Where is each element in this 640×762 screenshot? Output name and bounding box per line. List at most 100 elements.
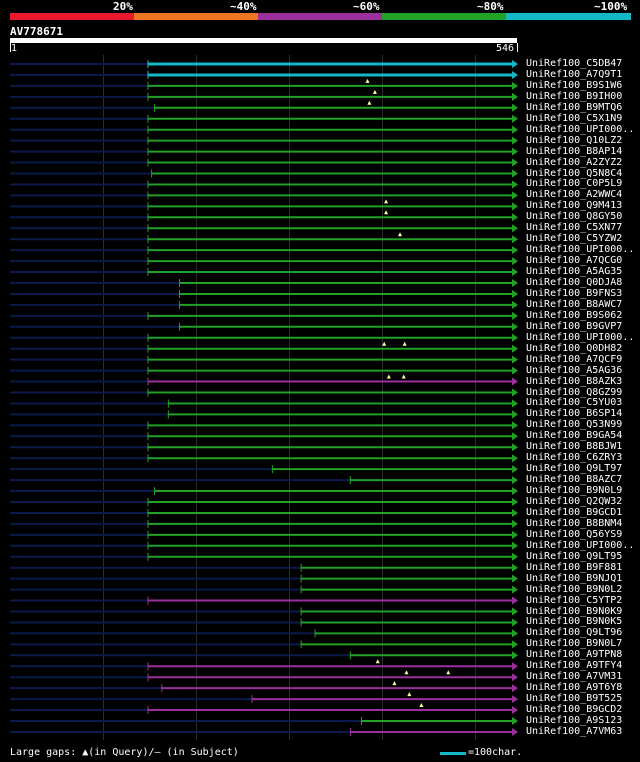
alignment-arrow	[512, 92, 518, 101]
hit-label[interactable]: UniRef100_C5YTP2	[526, 594, 623, 606]
hit-label[interactable]: UniRef100_Q9LT96	[526, 627, 623, 639]
alignment-arrow	[512, 202, 518, 211]
hit-label[interactable]: UniRef100_C0P5L9	[526, 178, 623, 190]
hit-label[interactable]: UniRef100_B9FNS3	[526, 287, 623, 299]
hit-label[interactable]: UniRef100_B9S062	[526, 309, 623, 321]
hit-label[interactable]: UniRef100_B8AZK3	[526, 375, 623, 387]
query-gap-marker	[404, 670, 409, 675]
alignment-arrow	[512, 125, 518, 134]
hit-label[interactable]: UniRef100_A7QCF9	[526, 353, 623, 365]
alignment-arrow	[512, 388, 518, 397]
hit-label[interactable]: UniRef100_A5AG36	[526, 364, 623, 376]
hit-label[interactable]: UniRef100_Q2QW32	[526, 496, 623, 507]
hit-label[interactable]: UniRef100_B9GVP7	[526, 320, 623, 332]
alignment-arrow	[512, 81, 518, 90]
hit-label[interactable]: UniRef100_C5X1N9	[526, 112, 623, 124]
alignment-arrow	[512, 662, 518, 671]
hit-label[interactable]: UniRef100_A7QCG0	[526, 255, 623, 267]
legend-segment	[134, 13, 259, 20]
hit-label[interactable]: UniRef100_Q0DH82	[526, 342, 623, 354]
hit-label[interactable]: UniRef100_B9GA54	[526, 430, 623, 442]
hit-label[interactable]: UniRef100_UPI000..	[526, 123, 635, 135]
hit-label[interactable]: UniRef100_B9S1W6	[526, 79, 623, 91]
hit-label[interactable]: UniRef100_Q9M413	[526, 200, 623, 212]
hit-label[interactable]: UniRef100_B9GCD1	[526, 506, 623, 518]
alignment-arrow	[512, 279, 518, 287]
hit-label[interactable]: UniRef100_A9S123	[526, 715, 623, 726]
hit-label[interactable]: UniRef100_B8AP14	[526, 145, 623, 157]
hit-label[interactable]: UniRef100_Q56YS9	[526, 528, 623, 540]
hit-label[interactable]: UniRef100_B9N0L2	[526, 583, 623, 595]
hit-label[interactable]: UniRef100_C5XN77	[526, 222, 623, 234]
scale-label-80: ~80%	[477, 0, 504, 13]
hit-label[interactable]: UniRef100_B8BJW1	[526, 441, 623, 453]
query-gap-marker	[382, 341, 387, 346]
alignment-arrow	[512, 651, 518, 660]
alignment-arrow	[512, 519, 518, 528]
hit-label[interactable]: UniRef100_Q0DJA8	[526, 277, 623, 288]
query-gap-marker	[419, 703, 424, 708]
hit-label[interactable]: UniRef100_B9F881	[526, 561, 623, 573]
hit-label[interactable]: UniRef100_C5YU03	[526, 397, 623, 409]
query-gap-marker	[401, 374, 406, 379]
hit-label[interactable]: UniRef100_UPI000..	[526, 244, 635, 256]
hit-label[interactable]: UniRef100_A7Q9T1	[526, 68, 623, 80]
alignment-arrow	[512, 268, 518, 277]
hit-label[interactable]: UniRef100_C6ZRY3	[526, 452, 623, 464]
hit-label[interactable]: UniRef100_UPI000..	[526, 331, 635, 343]
large-gaps-legend: Large gaps: ▲(in Query)/— (in Subject)	[10, 747, 239, 758]
legend-segment	[506, 13, 631, 20]
hit-label[interactable]: UniRef100_Q9LT97	[526, 463, 623, 475]
hit-label[interactable]: UniRef100_UPI000..	[526, 539, 635, 551]
alignment-arrow	[512, 530, 518, 539]
hit-label[interactable]: UniRef100_B9MTQ6	[526, 101, 623, 113]
hit-label[interactable]: UniRef100_A2ZYZ2	[526, 156, 623, 168]
hit-label[interactable]: UniRef100_B9N0L7	[526, 638, 623, 650]
hit-label[interactable]: UniRef100_B9N0L9	[526, 485, 623, 497]
hit-label[interactable]: UniRef100_A7VM63	[526, 725, 623, 737]
alignment-arrow	[512, 191, 518, 200]
hit-label[interactable]: UniRef100_C5YZW2	[526, 233, 623, 245]
hit-label[interactable]: UniRef100_B8BNM4	[526, 517, 623, 529]
alignment-arrow	[512, 541, 518, 550]
alignment-arrow	[512, 366, 518, 375]
query-start-position: 1	[11, 43, 18, 54]
hit-label[interactable]: UniRef100_Q53N99	[526, 419, 623, 431]
hit-label[interactable]: UniRef100_A2WWC4	[526, 189, 623, 201]
alignment-arrow	[512, 355, 518, 364]
hit-label[interactable]: UniRef100_Q8GZ99	[526, 386, 623, 398]
alignment-arrow	[512, 158, 518, 167]
hit-label[interactable]: UniRef100_B9NJQ1	[526, 572, 623, 584]
hit-label[interactable]: UniRef100_Q8GY50	[526, 211, 623, 223]
query-gap-marker	[398, 232, 402, 237]
hit-label[interactable]: UniRef100_A9TFY4	[526, 660, 623, 672]
hit-label[interactable]: UniRef100_A5AG35	[526, 266, 623, 278]
hit-label[interactable]: UniRef100_Q5N8C4	[526, 167, 623, 179]
hit-label[interactable]: UniRef100_A9T6Y8	[526, 682, 623, 694]
alignment-arrow	[512, 563, 518, 572]
hit-label[interactable]: UniRef100_B9GCD2	[526, 704, 623, 716]
hit-label[interactable]: UniRef100_B9N0K5	[526, 616, 623, 628]
hit-label[interactable]: UniRef100_C5DB47	[526, 58, 623, 69]
query-gap-marker	[386, 374, 391, 379]
hit-label[interactable]: UniRef100_B9T525	[526, 693, 623, 705]
hit-label[interactable]: UniRef100_Q10LZ2	[526, 134, 623, 146]
alignment-arrow	[512, 695, 518, 704]
hit-label[interactable]: UniRef100_B6SP14	[526, 408, 623, 420]
alignment-arrow	[512, 574, 518, 583]
alignment-arrow	[512, 421, 518, 430]
hit-label[interactable]: UniRef100_Q9LT95	[526, 550, 623, 562]
legend-segment	[382, 13, 507, 20]
hit-label[interactable]: UniRef100_B9IH00	[526, 90, 623, 102]
alignment-arrow	[512, 289, 518, 298]
hit-label[interactable]: UniRef100_A9TPN8	[526, 649, 623, 661]
alignment-arrow	[512, 454, 518, 463]
alignment-arrow	[512, 377, 518, 386]
query-gap-marker	[384, 199, 389, 204]
hit-label[interactable]: UniRef100_B9N0K9	[526, 605, 623, 617]
hit-label[interactable]: UniRef100_B8AZC7	[526, 474, 623, 486]
alignment-arrow	[512, 673, 518, 682]
hit-label[interactable]: UniRef100_A7VM31	[526, 671, 623, 683]
hit-label[interactable]: UniRef100_B8AWC7	[526, 298, 623, 310]
